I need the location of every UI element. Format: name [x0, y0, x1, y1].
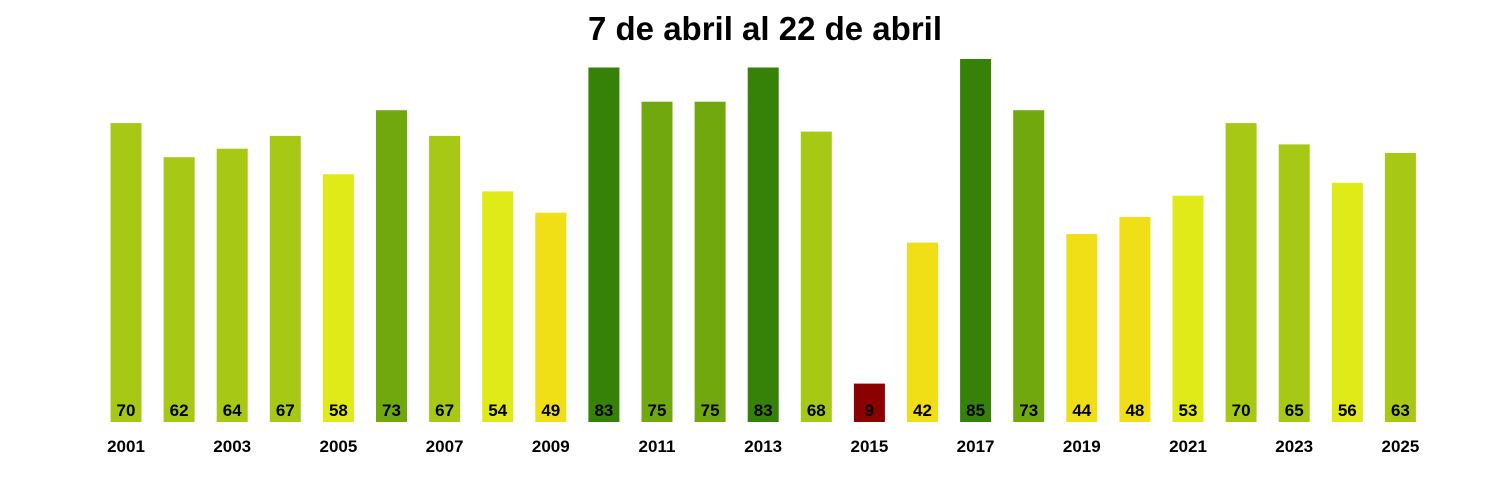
- x-tick-label-2023: 2023: [1275, 437, 1313, 456]
- value-label-2009: 49: [541, 401, 560, 420]
- value-label-2019: 44: [1072, 401, 1091, 420]
- bar-2004: [269, 135, 301, 422]
- x-tick-label-2007: 2007: [426, 437, 464, 456]
- value-label-2025: 63: [1391, 401, 1410, 420]
- x-tick-label-2019: 2019: [1063, 437, 1101, 456]
- value-label-2013: 83: [754, 401, 773, 420]
- bar-2008: [482, 191, 514, 422]
- bar-2009: [535, 212, 567, 422]
- x-tick-labels-group: 2001 2003 2005 2007 2009 2011 2013 2015 2017 2019…: [107, 437, 1419, 456]
- value-label-2020: 48: [1125, 401, 1144, 420]
- bar-2021: [1172, 195, 1204, 422]
- value-label-2005: 58: [329, 401, 348, 420]
- value-label-2003: 64: [223, 401, 242, 420]
- bar-2022: [1225, 123, 1257, 422]
- bar-2016: [907, 242, 938, 422]
- bar-2003: [216, 148, 248, 422]
- x-tick-label-2011: 2011: [639, 437, 676, 456]
- x-tick-label-2013: 2013: [744, 437, 782, 456]
- value-label-2017: 85: [966, 401, 985, 420]
- value-label-2008: 54: [488, 401, 507, 420]
- x-tick-label-2009: 2009: [532, 437, 570, 456]
- bar-2020: [1119, 217, 1151, 422]
- bars-group: [110, 59, 1416, 422]
- value-label-2002: 62: [170, 401, 189, 420]
- x-tick-label-2015: 2015: [850, 437, 888, 456]
- x-tick-label-2025: 2025: [1381, 437, 1419, 456]
- value-label-2011: 75: [648, 401, 667, 420]
- x-tick-label-2021: 2021: [1169, 437, 1207, 456]
- x-tick-label-2005: 2005: [319, 437, 357, 456]
- bar-2015: [853, 383, 885, 422]
- bar-2017: [960, 59, 992, 422]
- value-label-2016: 42: [913, 401, 932, 420]
- value-labels-group: 70 62 64 67 58 73 67 54 49 83 75 75 83 68 9 42 85 73 44 48 5…: [117, 401, 1410, 420]
- x-tick-label-2003: 2003: [213, 437, 251, 456]
- bar-2011: [641, 101, 673, 422]
- value-label-2007: 67: [435, 401, 454, 420]
- value-label-2006: 73: [382, 401, 401, 420]
- value-label-2012: 75: [701, 401, 720, 420]
- bar-2014: [800, 131, 832, 422]
- chart-title: 7 de abril al 22 de abril: [588, 10, 942, 47]
- value-label-2024: 56: [1338, 401, 1357, 420]
- value-label-2010: 83: [594, 401, 613, 420]
- value-label-2021: 53: [1179, 401, 1198, 420]
- bar-2024: [1331, 182, 1363, 422]
- x-tick-label-2001: 2001: [107, 437, 145, 456]
- x-tick-label-2017: 2017: [957, 437, 995, 456]
- bar-2002: [163, 157, 195, 422]
- value-label-2001: 70: [117, 401, 136, 420]
- bar-2012: [694, 101, 726, 422]
- value-label-2018: 73: [1019, 401, 1038, 420]
- bar-2001: [110, 123, 142, 422]
- bar-2006: [376, 110, 407, 422]
- bar-2005: [322, 174, 354, 422]
- bar-2007: [429, 135, 461, 422]
- value-label-2004: 67: [276, 401, 295, 420]
- value-label-2022: 70: [1232, 401, 1251, 420]
- bar-2010: [588, 67, 620, 422]
- bar-2018: [1013, 110, 1045, 422]
- value-label-2015: 9: [865, 401, 874, 420]
- bar-2013: [747, 67, 779, 422]
- bar-2019: [1066, 234, 1098, 422]
- bar-2025: [1384, 153, 1416, 422]
- value-label-2014: 68: [807, 401, 826, 420]
- value-label-2023: 65: [1285, 401, 1304, 420]
- bar-2023: [1278, 144, 1310, 422]
